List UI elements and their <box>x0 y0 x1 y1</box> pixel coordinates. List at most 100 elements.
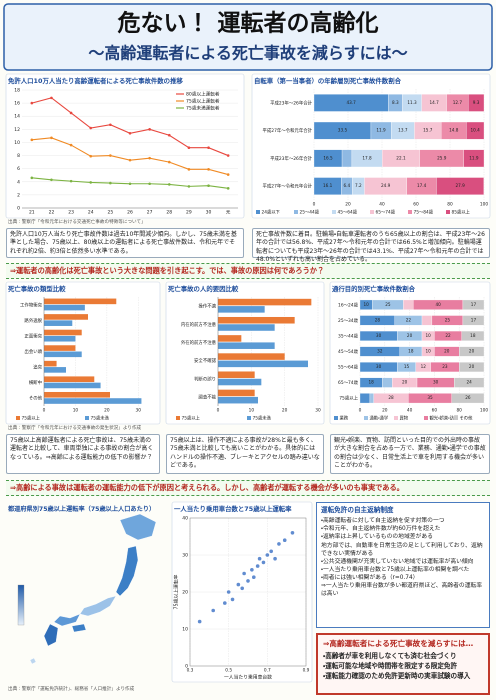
legend-label: 通勤・通学 <box>370 415 389 422</box>
chart-title: 自転車（第一当事者）の年齢層別死亡事故件数割合 <box>254 76 402 85</box>
legend-swatch <box>332 210 336 214</box>
data-point <box>109 181 112 185</box>
category-label: 操作不適 <box>198 303 216 310</box>
legend-swatch <box>247 416 251 420</box>
bar-segment <box>369 393 374 404</box>
bar <box>218 353 285 360</box>
bar <box>218 298 312 306</box>
data-point <box>109 123 112 127</box>
y-tick-label: 40 <box>182 516 188 522</box>
category-label: 安全不確認 <box>194 357 217 364</box>
data-point <box>128 131 132 135</box>
value-label: 17 <box>471 317 477 322</box>
x-tick-label: 0.3 <box>187 668 194 674</box>
bar <box>218 306 265 313</box>
data-point <box>207 146 210 149</box>
bar <box>218 316 295 324</box>
value-label: 17.4 <box>417 183 427 188</box>
data-point <box>30 101 34 105</box>
data-point <box>246 579 250 583</box>
box-item: 地方部では、自動車を日常生活の足として利用しており、返納できない実情がある <box>321 542 483 557</box>
conclusion-list: ・高齢者が車を利用しなくても済む社会づくり ・運転可能な地域や時間帯を限定する限定… <box>323 652 483 682</box>
bar-segment <box>468 94 485 112</box>
data-point <box>89 181 93 184</box>
value-label: 12 <box>421 364 427 369</box>
value-label: 20 <box>444 349 450 354</box>
value-label: 11.3 <box>407 100 417 105</box>
category-label: 調査不能 <box>198 393 216 400</box>
data-point <box>236 582 241 587</box>
value-label: 25.9 <box>437 155 447 160</box>
y-tick-label: 6 <box>17 166 20 172</box>
data-point <box>265 553 270 557</box>
value-label: 20 <box>469 349 475 354</box>
value-label: 18 <box>408 349 414 354</box>
subtitle: 〜高齢運転者による死亡事故を減らすには〜 <box>88 44 407 63</box>
x-tick-label: 27 <box>147 210 153 216</box>
conclusion-item: ・高齢者が車を利用しなくても済む社会づくり <box>323 652 457 660</box>
data-point <box>282 538 287 542</box>
legend-label: 24歳以下 <box>262 209 281 216</box>
legend-swatch <box>424 416 428 420</box>
x-tick-label: 0.7 <box>264 668 271 674</box>
y-tick-label: 14 <box>14 114 20 120</box>
legend-swatch <box>176 416 180 420</box>
data-point <box>30 176 34 180</box>
value-label: 40 <box>435 302 441 307</box>
data-point <box>226 187 230 190</box>
bar <box>44 367 66 373</box>
y-tick-label: 10 <box>14 140 20 146</box>
value-label: 11.9 <box>376 128 386 133</box>
y-tick-label: 16 <box>14 101 20 107</box>
legend-swatch <box>294 210 298 214</box>
legend-label: 業務 <box>340 415 349 422</box>
data-point <box>50 96 53 100</box>
chart-title: 免許人口10万人当たり高齢運転者による死亡事故件数の推移 <box>7 76 183 85</box>
bar <box>44 398 142 404</box>
title: 危ない！ 運転者の高齢化 <box>117 10 378 37</box>
x-tick-label: 80 <box>447 202 453 208</box>
bar <box>44 376 95 383</box>
x-tick-label: 80 <box>456 408 462 414</box>
x-tick-label: 0 <box>217 408 220 414</box>
data-point <box>261 560 266 565</box>
box-item: ・公共交通機関が充実していない地域では運転率が高い傾向 <box>321 558 474 565</box>
data-point <box>89 126 93 130</box>
x-tick-label: 22 <box>49 210 55 216</box>
bar-segment <box>341 149 353 168</box>
bar <box>44 314 88 320</box>
value-label: 18 <box>470 333 476 338</box>
category-label: 65〜74歳 <box>338 379 359 386</box>
legend-swatch <box>334 416 338 420</box>
value-label: 26 <box>465 395 471 400</box>
y-tick-label: 20 <box>182 590 188 596</box>
bar-segment <box>459 362 485 373</box>
category-label: 路外逸脱 <box>24 317 42 324</box>
bar <box>218 378 262 386</box>
data-point <box>290 531 295 535</box>
value-label: 27.9 <box>455 183 465 188</box>
x-tick-label: 23 <box>68 210 74 216</box>
data-point <box>30 138 34 142</box>
chart-title: 通行目的別死亡事故件数割合 <box>332 284 416 293</box>
x-tick-label: 20 <box>104 408 110 414</box>
y-axis-label: 75歳以上運転率 <box>173 574 180 609</box>
bar-segment <box>461 330 485 341</box>
box-item: ・高齢運転者に対して自主返納を促す対策の一つ <box>321 518 445 525</box>
y-tick-label: 12 <box>14 127 20 133</box>
x-tick-label: 10 <box>249 408 255 414</box>
legend-label: 75歳以上 <box>182 415 201 422</box>
paragraph: 75歳以上は、操作不適による事故が28%と最も多く、75歳未満と比較しても高いこ… <box>166 434 324 474</box>
value-label: 14.7 <box>429 100 439 105</box>
x-tick-label: 0 <box>359 408 362 414</box>
value-label: 22 <box>445 333 451 338</box>
data-point <box>167 160 171 164</box>
legend-label: 75歳以上 <box>22 415 41 422</box>
box-item: ・令和元年、自主返納件数が約60万件を超えた <box>321 526 441 533</box>
value-label: 7.2 <box>355 183 362 188</box>
data-point <box>277 542 281 546</box>
bar <box>218 360 308 368</box>
category-label: 平成27年〜令和元年合計 <box>263 127 313 134</box>
bar <box>218 371 255 379</box>
